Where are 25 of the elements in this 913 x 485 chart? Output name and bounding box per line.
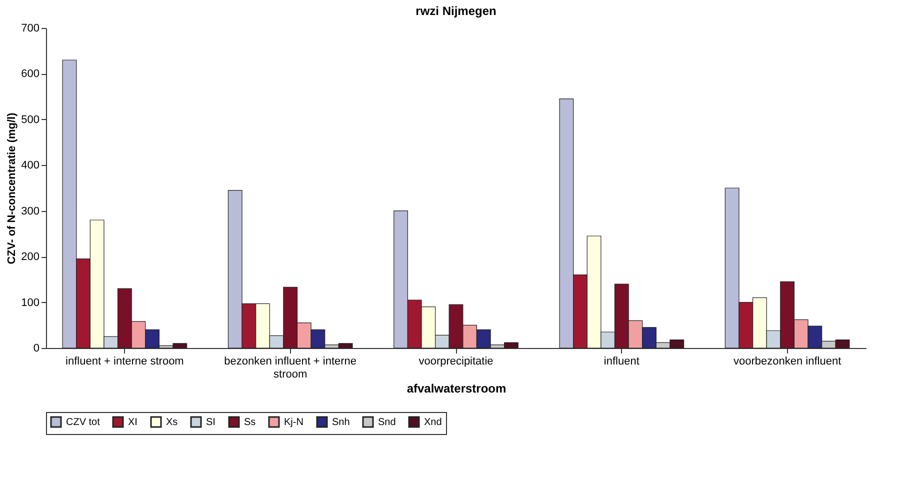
legend-label: XI [128,417,138,428]
legend-label: Ss [244,417,256,428]
y-axis-title: CZV- of N-concentratie (mg/l) [6,112,18,264]
y-tick-label: 100 [21,296,40,309]
legend-label: Snd [378,417,396,428]
legend-label: SI [206,417,216,428]
x-tick-label: voorprecipitatie [418,356,494,368]
y-tick-label: 400 [21,160,40,172]
legend-label: Kj-N [284,417,304,428]
legend-label: CZV tot [66,417,100,428]
legend-label: Snh [332,417,350,428]
x-tick-label: bezonken influent + interne stroom [224,356,357,380]
y-tick-label: 0 [33,342,40,354]
y-tick-label: 500 [21,114,40,126]
x-tick-label: influent [604,356,640,368]
chart-title: rwzi Nijmegen [416,4,496,18]
x-tick-label: influent + interne stroom [66,356,184,368]
y-tick-label: 300 [21,205,40,218]
x-axis-title: afvalwaterstroom [406,382,506,396]
y-tick-label: 600 [21,68,40,80]
x-tick-label: voorbezonken influent [733,356,842,368]
y-tick-label: 200 [21,251,40,264]
legend-label: Xs [166,417,178,428]
y-tick-label: 700 [21,22,40,34]
legend-label: Xnd [424,417,442,428]
